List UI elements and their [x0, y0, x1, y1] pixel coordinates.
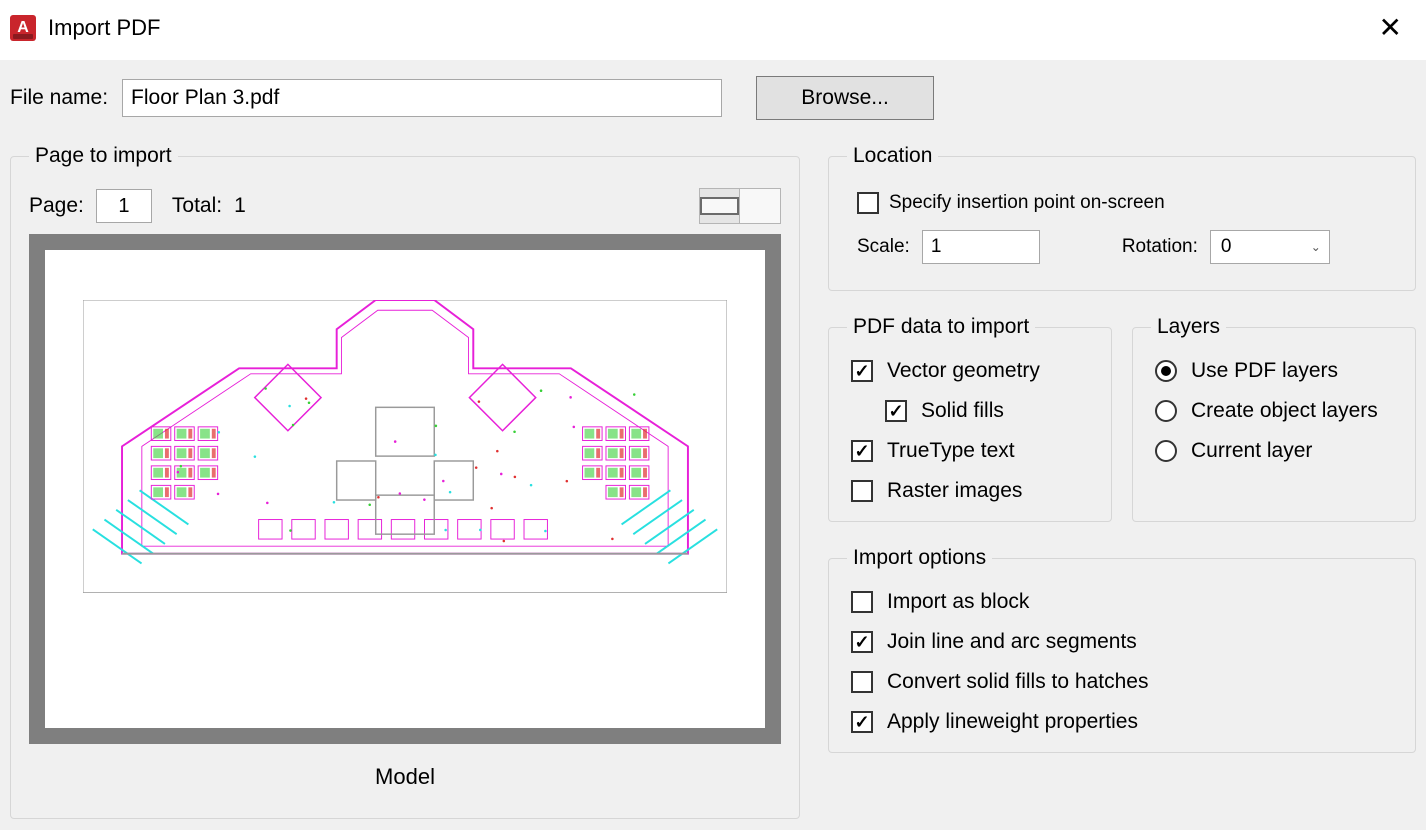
use-pdf-layers-label: Use PDF layers	[1191, 359, 1338, 383]
apply-lineweight-checkbox[interactable]	[851, 711, 873, 733]
scale-label: Scale:	[857, 236, 910, 258]
total-value: 1	[234, 194, 246, 218]
convert-fills-checkbox[interactable]	[851, 671, 873, 693]
single-page-view-button[interactable]	[700, 189, 740, 223]
total-label: Total:	[172, 194, 222, 218]
rotation-combo[interactable]: 0 ⌄	[1210, 230, 1330, 264]
import-options-legend: Import options	[847, 546, 992, 570]
use-pdf-layers-radio[interactable]	[1155, 360, 1177, 382]
truetype-text-label: TrueType text	[887, 439, 1015, 463]
filename-input[interactable]	[122, 79, 722, 117]
location-panel: Location Specify insertion point on-scre…	[828, 144, 1416, 291]
app-icon: A	[10, 15, 36, 41]
pdf-data-legend: PDF data to import	[847, 315, 1035, 339]
filename-label: File name:	[10, 86, 108, 110]
vector-geometry-label: Vector geometry	[887, 359, 1040, 383]
current-layer-radio[interactable]	[1155, 440, 1177, 462]
page-number-input[interactable]	[96, 189, 152, 223]
grid-view-button[interactable]	[740, 189, 780, 223]
close-icon[interactable]: ✕	[1369, 10, 1412, 46]
specify-insertion-checkbox[interactable]	[857, 192, 879, 214]
solid-fills-checkbox[interactable]	[885, 400, 907, 422]
layers-panel: Layers Use PDF layers Create object laye…	[1132, 315, 1416, 522]
join-segments-label: Join line and arc segments	[887, 630, 1137, 654]
create-object-layers-radio[interactable]	[1155, 400, 1177, 422]
current-layer-label: Current layer	[1191, 439, 1312, 463]
apply-lineweight-label: Apply lineweight properties	[887, 710, 1138, 734]
rotation-value: 0	[1221, 236, 1232, 258]
page-to-import-panel: Page to import Page: Total: 1	[10, 144, 800, 819]
floorplan-thumbnail	[83, 300, 727, 593]
truetype-text-checkbox[interactable]	[851, 440, 873, 462]
layers-legend: Layers	[1151, 315, 1226, 339]
view-mode-toggle	[699, 188, 781, 224]
convert-fills-label: Convert solid fills to hatches	[887, 670, 1148, 694]
page-preview[interactable]	[45, 250, 765, 728]
specify-insertion-label: Specify insertion point on-screen	[889, 192, 1165, 214]
preview-caption: Model	[29, 746, 781, 800]
window-title: Import PDF	[48, 15, 160, 41]
raster-images-checkbox[interactable]	[851, 480, 873, 502]
location-legend: Location	[847, 144, 938, 168]
page-preview-frame	[29, 234, 781, 744]
import-as-block-label: Import as block	[887, 590, 1029, 614]
create-object-layers-label: Create object layers	[1191, 399, 1378, 423]
filename-row: File name: Browse...	[10, 76, 1416, 120]
import-as-block-checkbox[interactable]	[851, 591, 873, 613]
titlebar: A Import PDF ✕	[0, 0, 1426, 60]
raster-images-label: Raster images	[887, 479, 1022, 503]
chevron-down-icon: ⌄	[1311, 240, 1321, 254]
page-panel-legend: Page to import	[29, 144, 178, 168]
page-label: Page:	[29, 194, 84, 218]
rotation-label: Rotation:	[1122, 236, 1198, 258]
browse-button[interactable]: Browse...	[756, 76, 934, 120]
join-segments-checkbox[interactable]	[851, 631, 873, 653]
import-options-panel: Import options Import as block Join line…	[828, 546, 1416, 753]
vector-geometry-checkbox[interactable]	[851, 360, 873, 382]
solid-fills-label: Solid fills	[921, 399, 1004, 423]
scale-input[interactable]	[922, 230, 1040, 264]
pdf-data-panel: PDF data to import Vector geometry Solid…	[828, 315, 1112, 522]
